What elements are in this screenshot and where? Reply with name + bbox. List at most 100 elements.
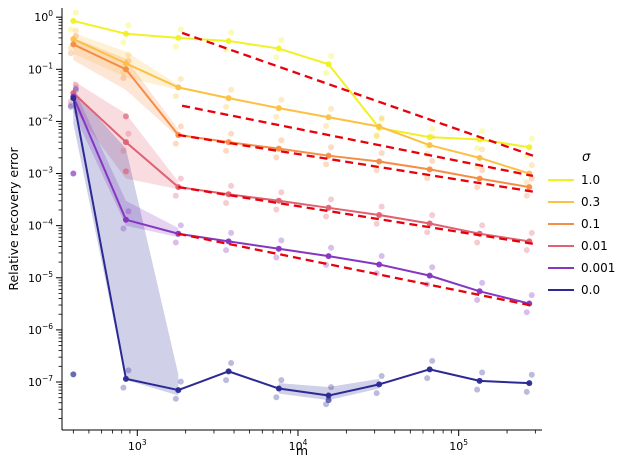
scatter-point: [378, 253, 385, 260]
legend-label: 0.01: [581, 239, 608, 253]
scatter-point: [474, 145, 481, 152]
legend-label: 0.3: [581, 195, 601, 209]
data-point: [275, 105, 282, 112]
data-point: [426, 366, 433, 373]
scatter-point: [172, 43, 179, 50]
scatter-point: [429, 357, 436, 364]
data-point: [476, 288, 483, 295]
tick-label: 10−2: [28, 113, 53, 128]
scatter-point: [278, 377, 285, 384]
tick-label: 10−5: [28, 270, 53, 285]
legend-item-sigma-1.0: 1.0: [548, 169, 636, 191]
scatter-point: [328, 52, 335, 59]
confidence-band: [278, 378, 380, 401]
scatter-point: [328, 244, 335, 251]
scatter-point: [72, 27, 79, 34]
outlier-point: [122, 113, 129, 120]
scatter-point: [424, 375, 431, 382]
scatter-point: [528, 175, 535, 182]
legend-label: 0.001: [581, 261, 616, 275]
scatter-point: [120, 147, 127, 154]
tick-label: 105: [449, 438, 468, 453]
outlier-point: [325, 397, 332, 404]
scatter-point: [223, 200, 230, 207]
data-point: [225, 368, 232, 375]
data-point: [225, 95, 232, 102]
scatter-point: [373, 220, 380, 227]
fit-line: [181, 104, 534, 178]
scatter-point: [474, 184, 481, 191]
data-point: [376, 381, 383, 388]
legend-label: 0.1: [581, 217, 601, 231]
outlier-point: [70, 170, 77, 177]
data-point: [376, 123, 383, 130]
scatter-point: [328, 105, 335, 112]
data-point: [70, 95, 77, 102]
data-point: [325, 61, 332, 68]
scatter-point: [177, 175, 184, 182]
scatter-point: [228, 29, 235, 36]
scatter-point: [378, 116, 385, 123]
tick-label: 10−4: [28, 218, 53, 233]
scatter-point: [67, 103, 74, 110]
data-point: [225, 37, 232, 44]
data-point: [526, 184, 533, 191]
scatter-point: [474, 386, 481, 393]
scatter-point: [177, 378, 184, 385]
tick-label: 103: [128, 438, 147, 453]
legend-line-swatch: [548, 289, 574, 291]
scatter-point: [424, 175, 431, 182]
series-line-sigma-0.01: [72, 92, 531, 243]
data-point: [70, 41, 77, 48]
scatter-point: [328, 384, 335, 391]
scatter-point: [72, 85, 79, 92]
scatter-point: [474, 297, 481, 304]
tick-label: 104: [289, 438, 308, 453]
tick-label: 100: [34, 9, 53, 24]
scatter-point: [177, 222, 184, 229]
scatter-point: [323, 69, 330, 76]
scatter-point: [177, 75, 184, 82]
scatter-point: [125, 130, 132, 137]
scatter-point: [273, 254, 280, 261]
legend-item-sigma-0.3: 0.3: [548, 191, 636, 213]
scatter-point: [125, 367, 132, 374]
data-point: [225, 238, 232, 245]
scatter-point: [67, 102, 74, 109]
scatter-point: [479, 146, 486, 153]
data-point: [426, 272, 433, 279]
data-point: [376, 158, 383, 165]
scatter-point: [328, 144, 335, 151]
scatter-point: [479, 167, 486, 174]
scatter-point: [528, 229, 535, 236]
scatter-point: [523, 388, 530, 395]
legend-line-swatch: [548, 223, 574, 225]
data-point: [275, 197, 282, 204]
scatter-point: [223, 247, 230, 254]
data-point: [175, 34, 182, 41]
scatter-point: [278, 37, 285, 44]
data-point: [122, 375, 129, 382]
scatter-point: [172, 192, 179, 199]
scatter-point: [67, 50, 74, 57]
scatter-point: [523, 179, 530, 186]
scatter-point: [223, 377, 230, 384]
data-point: [325, 392, 332, 399]
data-point: [426, 142, 433, 149]
fit-line: [178, 232, 534, 307]
legend-title: σ: [582, 150, 591, 165]
scatter-point: [125, 51, 132, 58]
legend-label: 1.0: [581, 173, 601, 187]
x-axis-label: m: [295, 443, 309, 458]
legend-item-sigma-0.1: 0.1: [548, 213, 636, 235]
scatter-point: [528, 371, 535, 378]
scatter-point: [429, 125, 436, 132]
scatter-point: [378, 150, 385, 157]
scatter-point: [373, 390, 380, 397]
series-line-sigma-0.3: [72, 38, 531, 175]
data-point: [122, 60, 129, 67]
data-point: [325, 152, 332, 159]
series-line-sigma-0.1: [72, 43, 531, 189]
